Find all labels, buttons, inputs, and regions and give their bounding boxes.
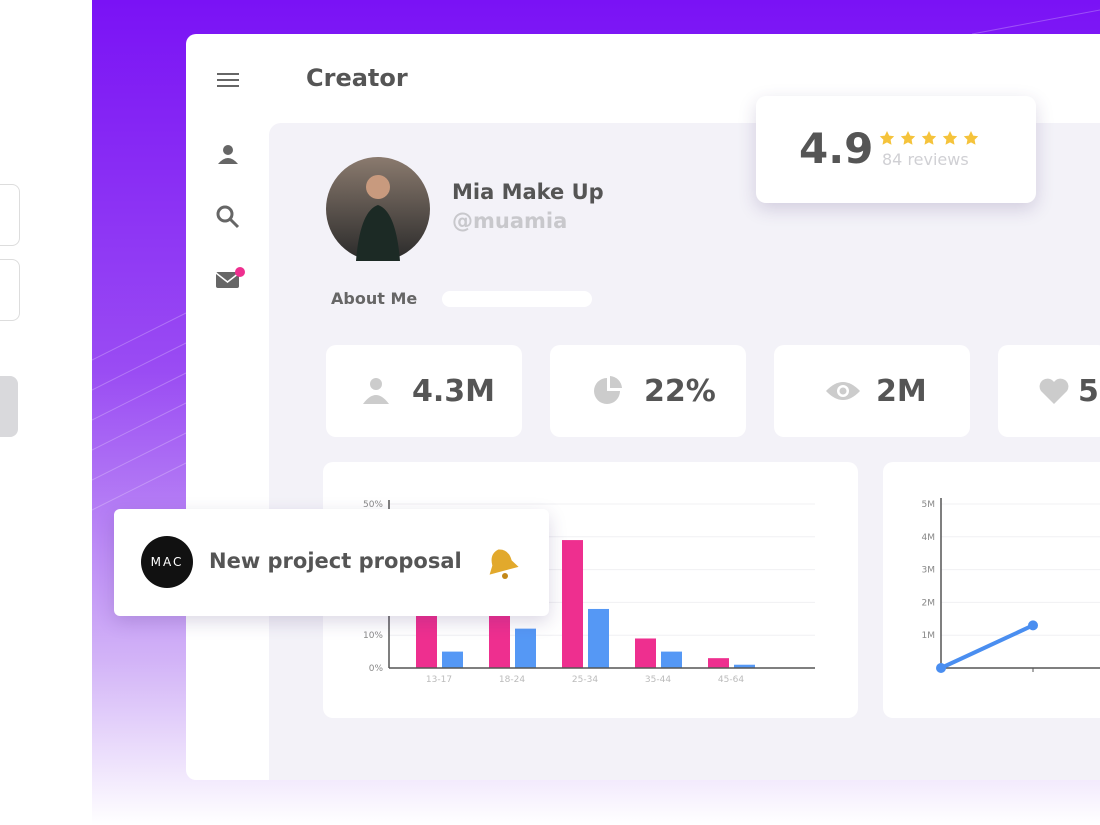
avatar (326, 157, 430, 261)
bar (562, 540, 583, 668)
stat-value: 4.3M (412, 373, 495, 409)
about-placeholder (442, 291, 592, 307)
stat-card: 22% (550, 345, 746, 437)
notification-text: New project proposal (209, 549, 462, 573)
bar (588, 608, 609, 668)
bar (515, 628, 536, 668)
y-tick-label: 2M (922, 598, 936, 608)
menu-icon[interactable] (217, 73, 239, 75)
y-tick-label: 50% (363, 500, 383, 510)
side-widget (0, 184, 20, 246)
stat-value: 22% (644, 373, 716, 409)
views-icon (826, 382, 860, 400)
bar (489, 602, 510, 668)
rating-reviews: 84 reviews (882, 150, 969, 169)
y-tick-label: 3M (922, 566, 936, 576)
mail-icon[interactable] (215, 267, 245, 288)
line (940, 623, 1034, 670)
about-label: About Me (331, 289, 418, 308)
stat-card: 4.3M (326, 345, 522, 437)
bar (416, 612, 437, 668)
x-tick-label: 18-24 (499, 675, 525, 685)
y-tick-label: 5M (922, 500, 936, 510)
bell-icon (489, 549, 519, 579)
stat-card: 5 (998, 345, 1100, 437)
bar (734, 664, 755, 668)
profile-handle: @muamia (452, 209, 568, 233)
brand-logo: MAC (141, 536, 193, 588)
bar (708, 658, 729, 668)
likes-icon (1039, 378, 1069, 404)
profile-icon[interactable] (218, 145, 238, 164)
side-widget (0, 376, 18, 437)
x-tick-label: 35-44 (645, 675, 671, 685)
rating-stars (879, 131, 979, 145)
point (1028, 620, 1038, 631)
followers-icon (363, 378, 389, 404)
profile-name: Mia Make Up (452, 180, 604, 204)
stat-value: 2M (876, 373, 927, 409)
rating-card: 4.9 84 reviews (756, 96, 1036, 203)
side-widget (0, 259, 20, 321)
page-title: Creator (306, 64, 408, 92)
line-chart: 1M 2M 3M 4M 5M (922, 498, 1100, 673)
stat-card: 2M (774, 345, 970, 437)
share-icon (594, 376, 622, 404)
bar (635, 638, 656, 668)
x-tick-label: 45-64 (718, 675, 744, 685)
point (936, 663, 946, 673)
bar (442, 651, 463, 668)
bar (661, 651, 682, 668)
y-tick-label: 1M (922, 631, 936, 641)
rating-score: 4.9 (799, 124, 874, 173)
stat-value: 5 (1078, 373, 1099, 409)
search-icon[interactable] (216, 205, 240, 229)
chart-card (883, 462, 1100, 718)
y-tick-label: 10% (363, 631, 383, 641)
y-tick-label: 4M (922, 533, 936, 543)
x-tick-label: 25-34 (572, 675, 598, 685)
sidebar-icons (215, 73, 245, 288)
x-tick-label: 13-17 (426, 675, 452, 685)
notification[interactable]: MAC New project proposal (114, 509, 549, 616)
y-tick-label: 0% (369, 664, 384, 674)
